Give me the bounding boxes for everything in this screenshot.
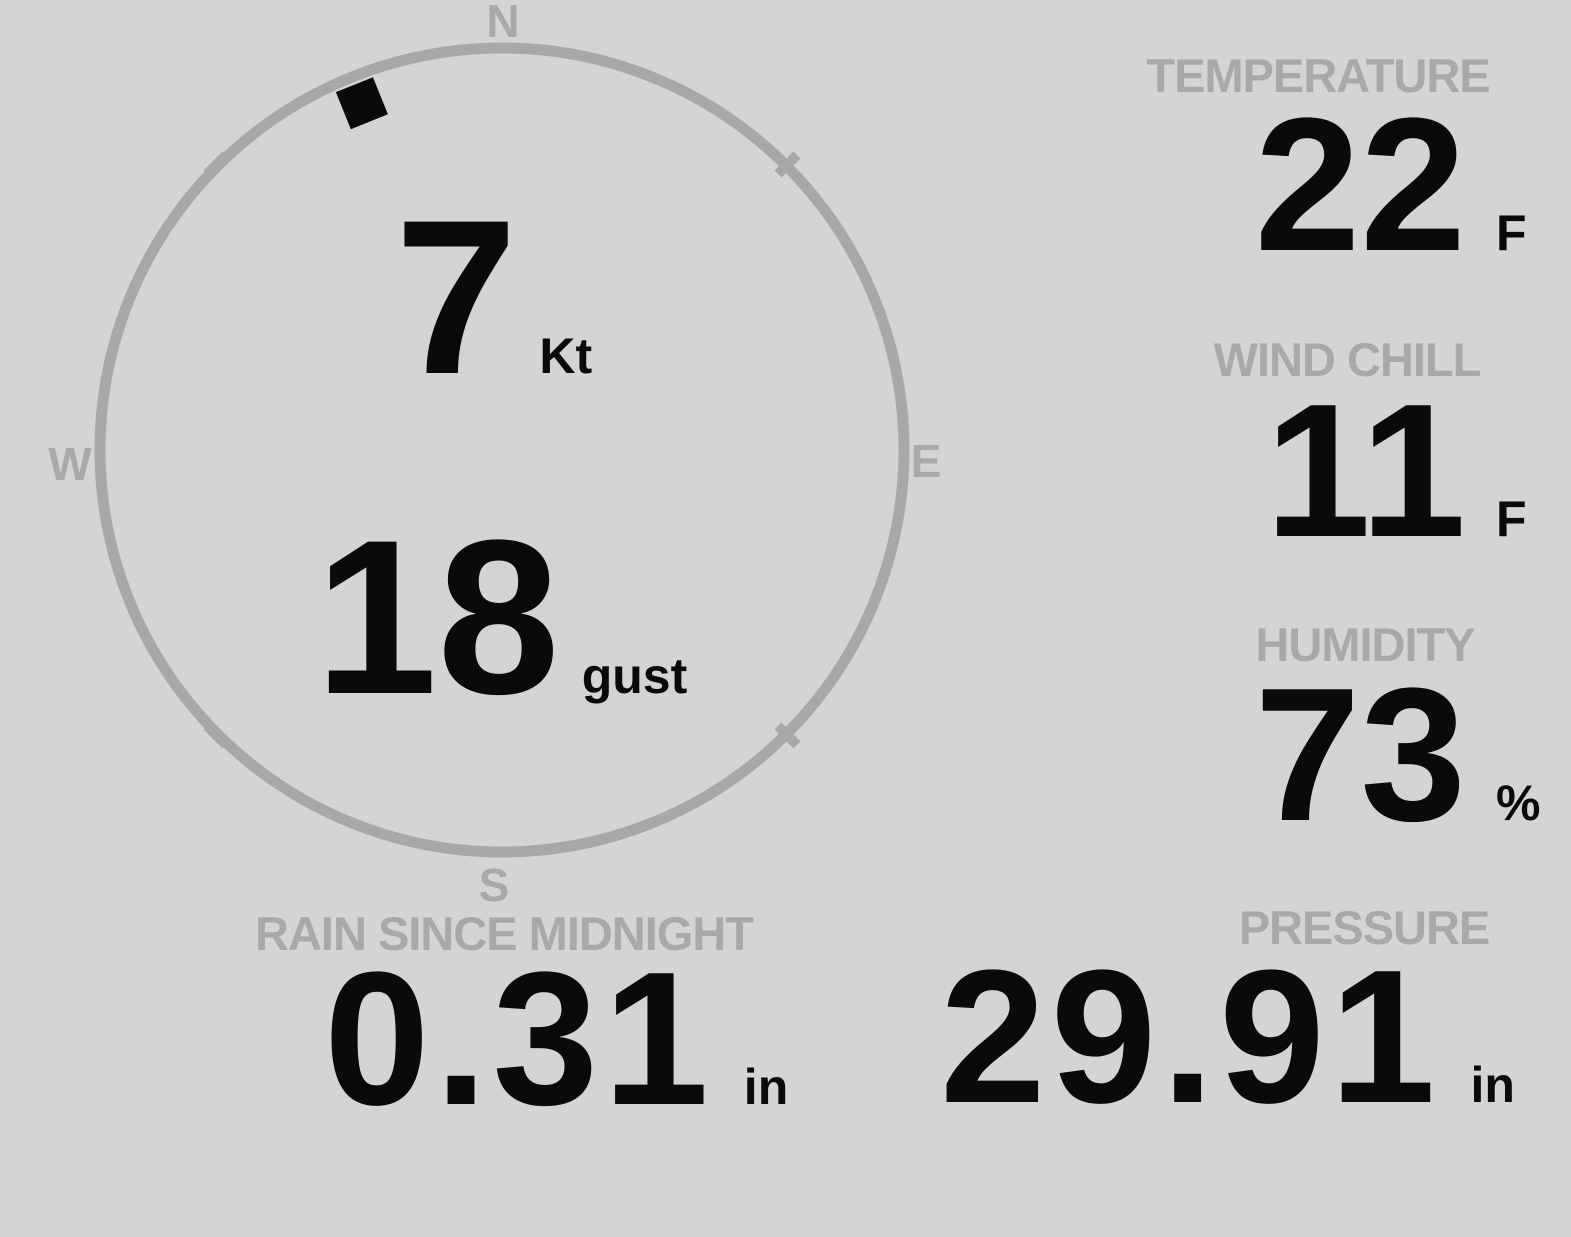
- compass-ticks: [203, 151, 801, 749]
- cardinal-south: S: [478, 859, 510, 911]
- humidity-value: 73: [1254, 649, 1466, 861]
- rain-since-midnight-reading: 0.31 in: [324, 944, 788, 1134]
- tick-se-icon: [774, 722, 801, 749]
- wind-chill-value: 11: [1265, 365, 1466, 577]
- wind-speed-value: 7: [395, 174, 518, 420]
- pressure-reading: 29.91 in: [940, 942, 1515, 1132]
- rain-since-midnight-unit: in: [743, 1059, 789, 1115]
- humidity-reading: 73 %: [600, 660, 1571, 850]
- cardinal-north: N: [486, 0, 520, 47]
- humidity-label: HUMIDITY: [1255, 618, 1475, 671]
- temperature-value: 22: [1254, 79, 1466, 291]
- pressure-value: 29.91: [940, 931, 1441, 1143]
- temperature-reading: 22 F: [600, 90, 1571, 280]
- tick-ne-icon: [774, 151, 801, 178]
- wind-chill-reading: 11 F: [600, 376, 1571, 566]
- pressure-label: PRESSURE: [1238, 901, 1491, 954]
- pressure-unit: in: [1470, 1057, 1515, 1113]
- rain-since-midnight-label: RAIN SINCE MIDNIGHT: [255, 907, 754, 960]
- wind-gust-unit: gust: [581, 648, 688, 704]
- temperature-unit: F: [1496, 205, 1527, 261]
- wind-gust: 18 gust: [315, 507, 687, 727]
- cardinal-east: E: [910, 435, 942, 487]
- wind-speed-unit: Kt: [539, 328, 593, 384]
- cardinal-west: W: [48, 438, 92, 490]
- temperature-label: TEMPERATURE: [1146, 49, 1490, 102]
- rain-since-midnight-value: 0.31: [324, 933, 714, 1145]
- compass-ring: [94, 42, 910, 858]
- wind-chill-unit: F: [1496, 491, 1527, 547]
- wind-speed: 7 Kt: [395, 187, 592, 407]
- wind-direction-marker-icon: [335, 77, 388, 130]
- wind-chill-label: WIND CHILL: [1213, 333, 1482, 386]
- tick-nw-icon: [203, 151, 230, 178]
- tick-sw-icon: [203, 722, 230, 749]
- humidity-unit: %: [1496, 775, 1541, 831]
- wind-gust-value: 18: [315, 494, 560, 740]
